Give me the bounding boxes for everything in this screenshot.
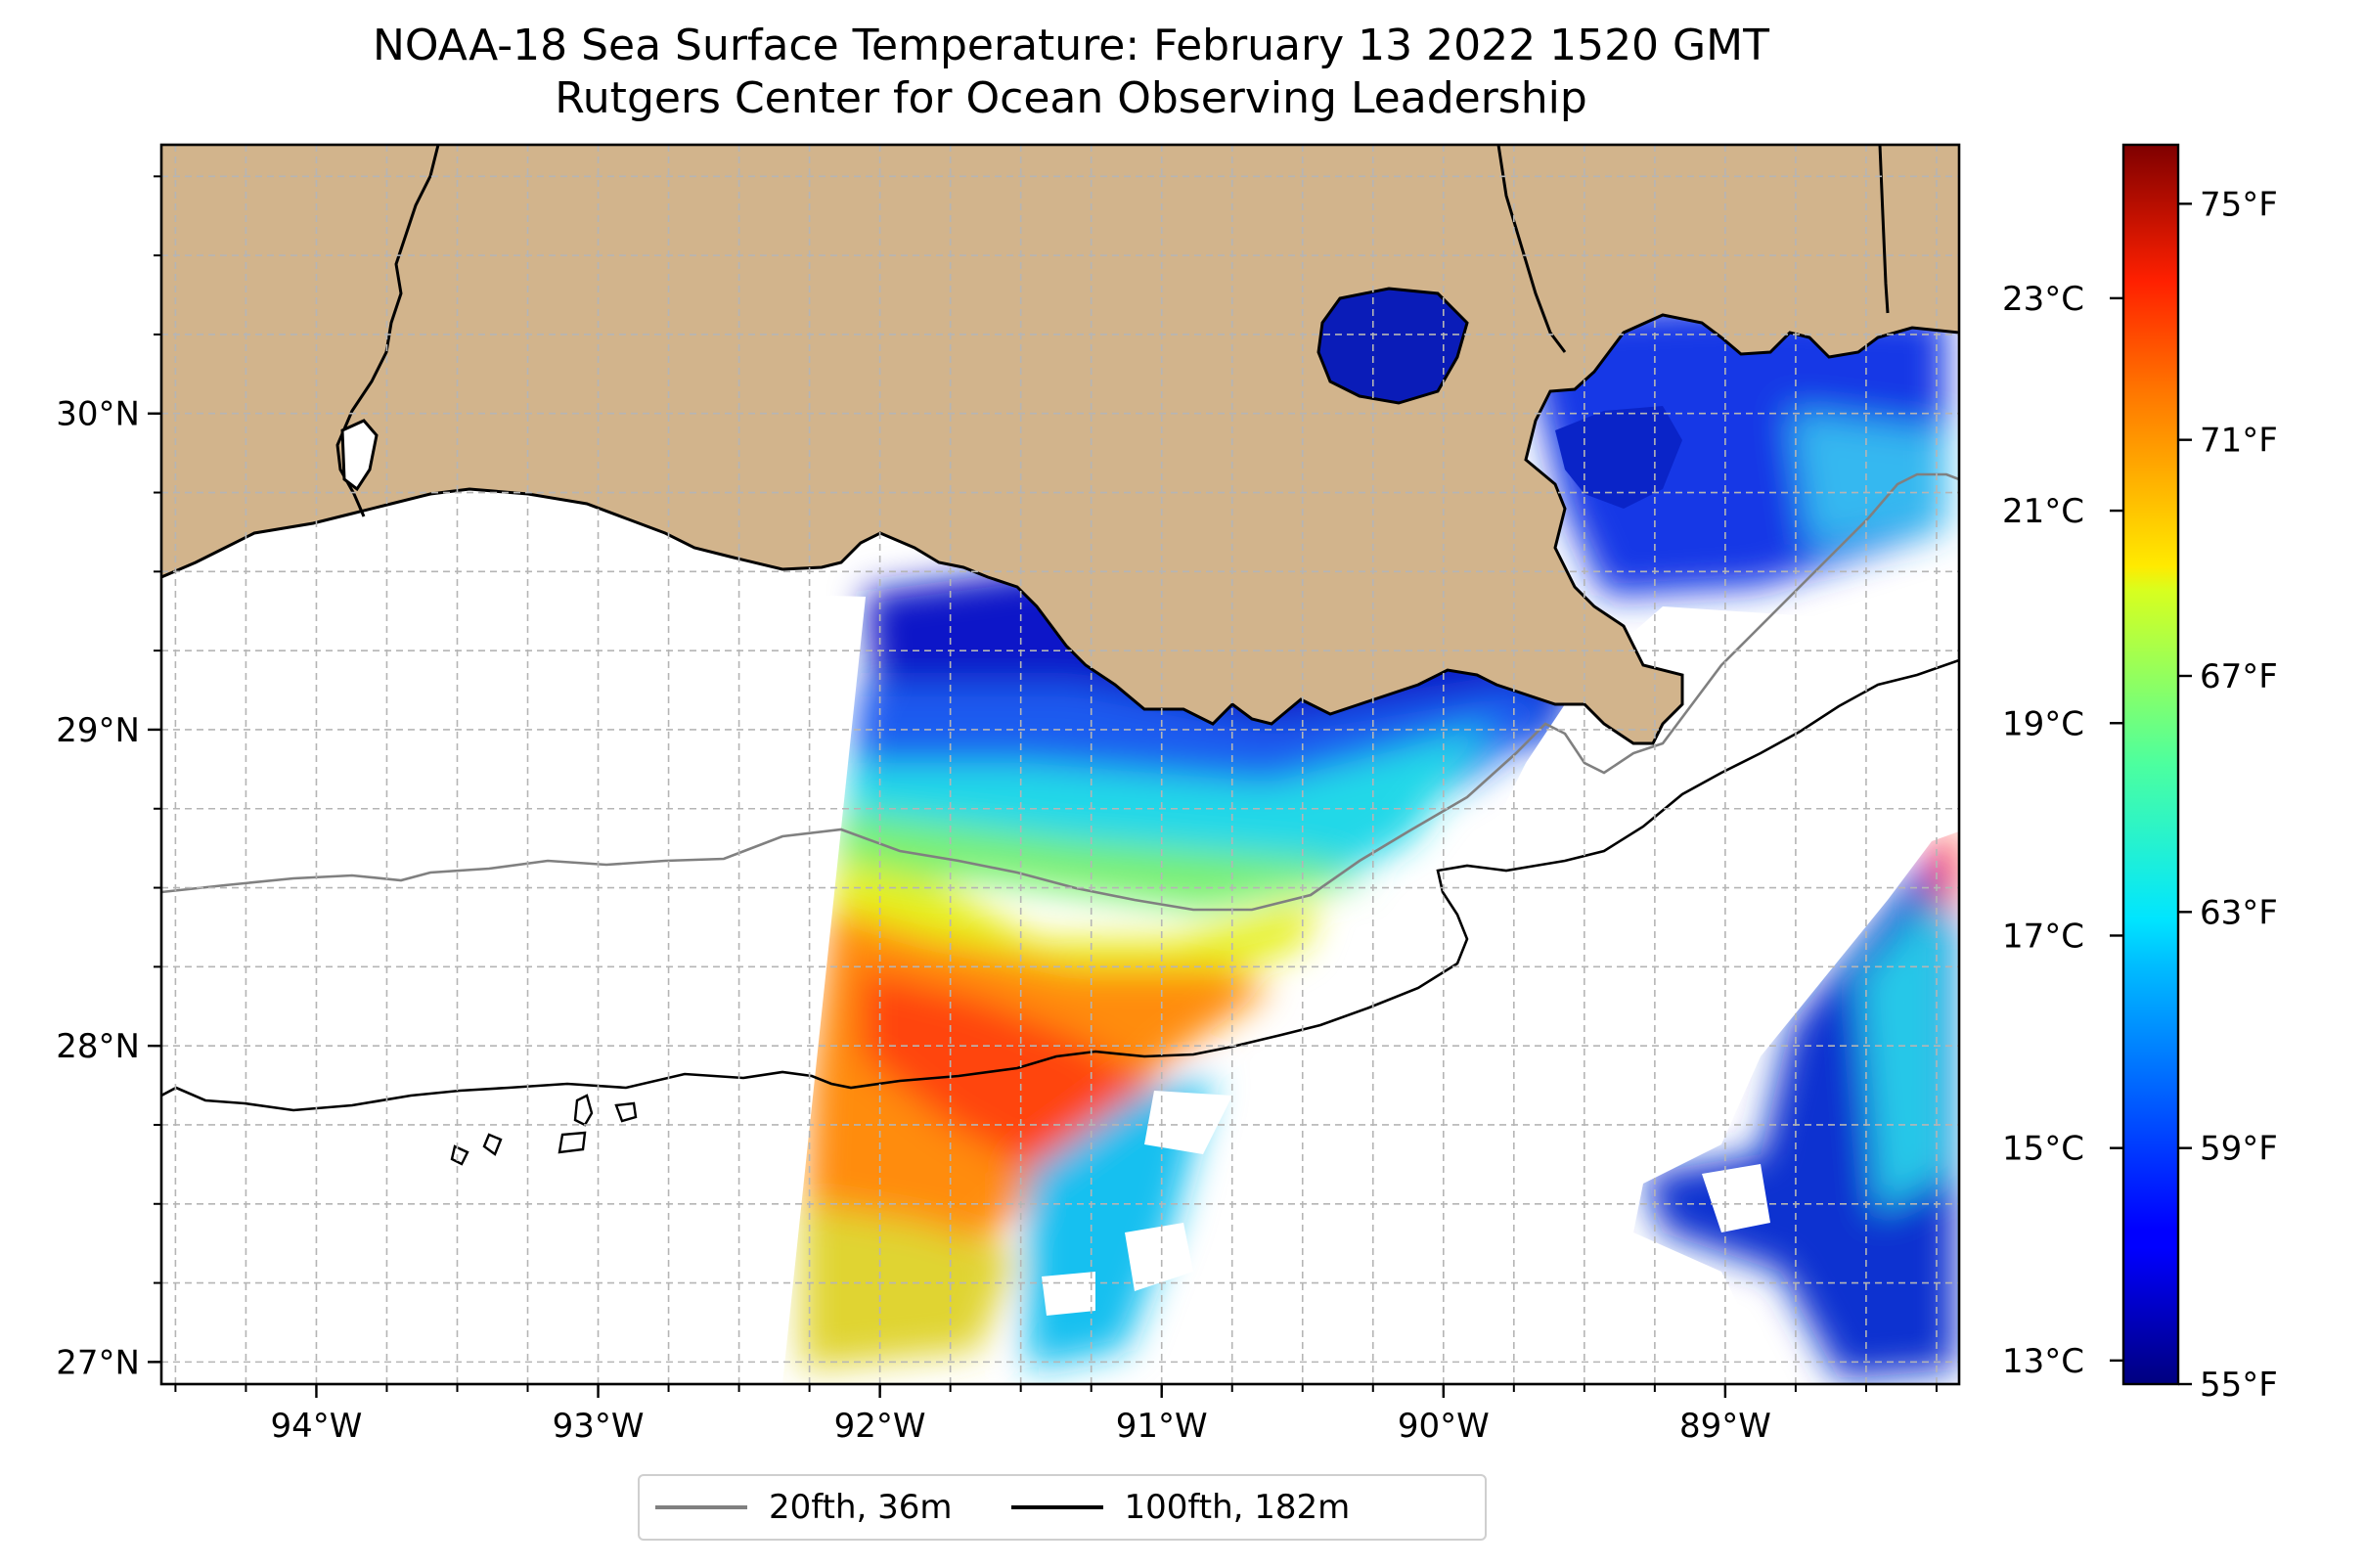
legend-swatch-100fth xyxy=(1010,1505,1103,1509)
isobaths xyxy=(161,472,1959,1166)
lake-pontchartrain-shore xyxy=(1316,287,1469,405)
map-area xyxy=(161,145,1959,1384)
sst-region-east-cyan xyxy=(1790,411,1946,548)
isobath-100fth xyxy=(161,658,1959,1112)
cloud-mask-east xyxy=(1174,606,1959,1384)
land xyxy=(161,145,1959,743)
map-frame xyxy=(159,143,1961,1386)
state-boundary-mississippi-alabama xyxy=(1878,145,1890,314)
colorbar-label-c: 23°C xyxy=(2002,280,2084,319)
colorbar-label-f: 55°F xyxy=(2200,1366,2278,1405)
title-line-1: NOAA-18 Sea Surface Temperature: Februar… xyxy=(373,21,1769,70)
cloud-mask-se xyxy=(1702,1164,1770,1232)
legend-item-100fth: 100fth, 182m xyxy=(996,1488,1351,1527)
state-boundary-louisiana-mississippi-north xyxy=(1496,145,1567,353)
isobath-20fth xyxy=(161,472,1959,912)
tick-label-lon: 94°W xyxy=(271,1407,363,1446)
cloud-mask-south-2 xyxy=(1125,1223,1193,1291)
legend-item-20fth: 20fth, 36m xyxy=(640,1488,953,1527)
colorbar-label-f: 67°F xyxy=(2200,657,2278,696)
colorbar-label-f: 63°F xyxy=(2200,893,2278,932)
sst-swath xyxy=(161,303,1959,1384)
colorbar-label-c: 17°C xyxy=(2002,917,2084,956)
tick-label-lon: 92°W xyxy=(834,1407,926,1446)
colorbar-label-c: 21°C xyxy=(2002,492,2084,531)
colorbar-label-c: 13°C xyxy=(2002,1342,2084,1381)
colorbar-label-f: 75°F xyxy=(2200,185,2278,224)
colorbar-label-f: 59°F xyxy=(2200,1130,2278,1169)
lake-pontchartrain xyxy=(1318,289,1467,403)
map-title: NOAA-18 Sea Surface Temperature: Februar… xyxy=(0,20,2142,125)
sst-region-green xyxy=(836,812,1369,910)
flower-garden-banks-5 xyxy=(558,1131,587,1154)
colorbar-gradient xyxy=(2121,143,2180,1386)
legend-label-100fth: 100fth, 182m xyxy=(1124,1488,1351,1527)
tick-label-lon: 91°W xyxy=(1116,1407,1208,1446)
flower-garden-banks-4 xyxy=(450,1144,469,1166)
legend-label-20fth: 20fth, 36m xyxy=(769,1488,953,1527)
tick-label-lon: 93°W xyxy=(553,1407,645,1446)
colorbar-ticks: 55°F 59°F 63°F 67°F 71°F 75°F 13°C 15°C 17°C 19°C… xyxy=(2002,185,2278,1405)
tick-label-lon: 89°W xyxy=(1679,1407,1771,1446)
flower-garden-banks-1 xyxy=(573,1094,594,1127)
swath-west-edge-mask xyxy=(161,577,866,1384)
map-axes: 94°W 93°W 92°W 91°W 90°W 89°W 27°N 28°N 29°N 30°N xyxy=(56,175,1938,1446)
sst-region-red-orange xyxy=(861,968,1154,1174)
sst-region-se-red xyxy=(1932,831,1956,910)
colorbar-label-c: 19°C xyxy=(2002,704,2084,743)
colorbar-label-f: 71°F xyxy=(2200,422,2278,461)
sst-region-se-cyan xyxy=(1858,880,1946,1213)
colorbar: 55°F 59°F 63°F 67°F 71°F 75°F 13°C 15°C 17°C 19°C… xyxy=(2002,143,2278,1405)
flower-garden-banks-2 xyxy=(614,1101,638,1123)
coastline xyxy=(161,313,1959,745)
tick-label-lon: 90°W xyxy=(1398,1407,1490,1446)
tick-label-lat: 28°N xyxy=(56,1027,140,1066)
tick-label-lat: 29°N xyxy=(56,711,140,750)
flower-garden-banks-3 xyxy=(482,1133,503,1156)
colorbar-label-c: 15°C xyxy=(2002,1130,2084,1169)
tick-label-lat: 30°N xyxy=(56,395,140,434)
legend-swatch-20fth xyxy=(655,1505,747,1509)
tick-label-lat: 27°N xyxy=(56,1343,140,1382)
gridlines xyxy=(161,145,1959,1384)
state-boundary-texas-louisiana xyxy=(335,145,440,517)
cloud-mask-central xyxy=(1144,1091,1232,1154)
title-line-2: Rutgers Center for Ocean Observing Leade… xyxy=(555,73,1587,123)
sst-region-south-mixed xyxy=(802,1203,1017,1369)
sabine-lake xyxy=(340,419,379,492)
breton-sound-water xyxy=(1555,406,1682,509)
cloud-mask-south-1 xyxy=(1042,1272,1095,1316)
isobath-legend: 20fth, 36m 100fth, 182m xyxy=(638,1474,1487,1541)
